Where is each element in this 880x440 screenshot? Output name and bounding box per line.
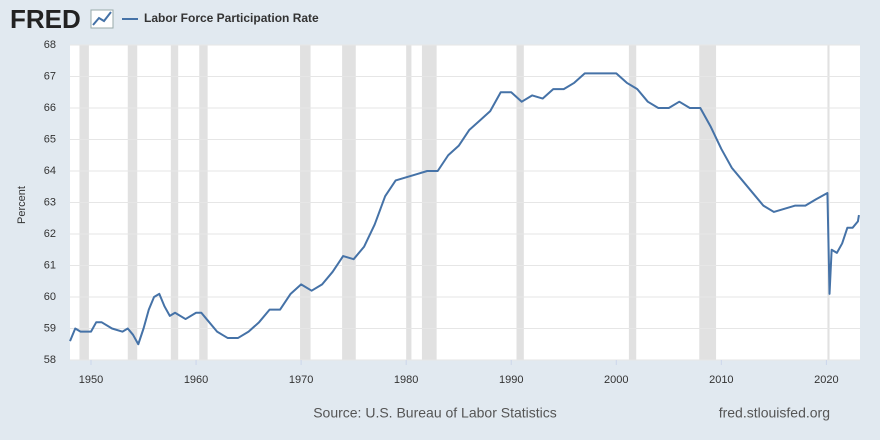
logo-icon bbox=[90, 9, 114, 29]
source: Source: U.S. Bureau of Labor Statistics bbox=[313, 405, 557, 421]
x-tick-label: 2000 bbox=[604, 374, 628, 386]
x-tick-label: 1980 bbox=[394, 374, 418, 386]
site: fred.stlouisfed.org bbox=[719, 405, 830, 421]
legend-label: Labor Force Participation Rate bbox=[144, 11, 319, 25]
x-tick-label: 1970 bbox=[289, 374, 313, 386]
y-tick-label: 66 bbox=[44, 102, 56, 114]
y-tick-label: 63 bbox=[44, 196, 56, 208]
y-tick-label: 67 bbox=[44, 70, 56, 82]
y-tick-label: 61 bbox=[44, 259, 56, 271]
x-tick-label: 1960 bbox=[184, 374, 208, 386]
y-tick-label: 59 bbox=[44, 322, 56, 334]
x-tick-label: 1990 bbox=[499, 374, 523, 386]
y-axis-label: Percent bbox=[16, 186, 28, 224]
y-tick-label: 62 bbox=[44, 228, 56, 240]
x-tick-label: 1950 bbox=[79, 374, 103, 386]
y-tick-label: 68 bbox=[44, 39, 56, 51]
y-tick-label: 60 bbox=[44, 291, 56, 303]
x-tick-label: 2020 bbox=[814, 374, 838, 386]
x-tick-label: 2010 bbox=[709, 374, 733, 386]
y-tick-label: 58 bbox=[44, 354, 56, 366]
y-tick-label: 64 bbox=[44, 165, 56, 177]
series-line bbox=[69, 72, 860, 346]
logo: FRED bbox=[10, 4, 81, 34]
y-tick-label: 65 bbox=[44, 133, 56, 145]
